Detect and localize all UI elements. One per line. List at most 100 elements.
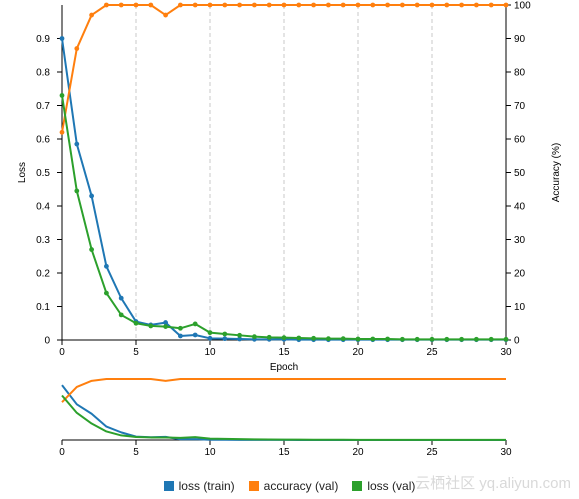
data-point [444, 336, 450, 342]
data-point [207, 2, 213, 8]
y-tick-label-left: 0.3 [36, 235, 50, 246]
x-tick-label: 30 [500, 347, 512, 358]
x-axis-label: Epoch [270, 362, 298, 373]
data-point [133, 2, 139, 8]
y-tick-label-left: 0.4 [36, 202, 50, 213]
data-point [503, 336, 509, 342]
data-point [340, 2, 346, 8]
data-point [59, 129, 65, 135]
y-tick-label-left: 0.7 [36, 101, 50, 112]
data-point [89, 12, 94, 18]
data-point [192, 321, 198, 327]
data-point [429, 2, 435, 8]
data-point [281, 335, 287, 341]
y-tick-label-right: 10 [514, 302, 526, 313]
data-point [178, 2, 183, 8]
data-point [163, 12, 169, 18]
legend-swatch [352, 481, 363, 491]
legend-label: accuracy (val) [263, 479, 339, 493]
overview-x-tick-label: 25 [426, 447, 438, 458]
data-point [488, 336, 494, 342]
data-point [326, 336, 331, 342]
data-point [118, 295, 124, 301]
overview-series-line [61, 378, 506, 403]
y-tick-label-left: 0.9 [36, 34, 50, 45]
data-point [400, 336, 405, 342]
data-point [192, 332, 198, 338]
data-point [222, 2, 228, 8]
data-point [296, 2, 302, 8]
legend-swatch [163, 481, 174, 491]
y-tick-label-right: 30 [514, 235, 526, 246]
data-point [311, 335, 316, 341]
data-point [252, 2, 257, 8]
legend-swatch [248, 481, 259, 491]
data-point [281, 2, 287, 8]
data-point [104, 2, 109, 8]
data-point [340, 336, 346, 342]
y-tick-label-right: 0 [514, 336, 520, 347]
data-point [192, 2, 198, 8]
data-point [400, 2, 405, 8]
watermark: 云栖社区 yq.aliyun.com [415, 475, 571, 492]
data-point [444, 2, 450, 8]
overview-x-tick-label: 20 [352, 447, 364, 458]
x-tick-label: 25 [426, 347, 438, 358]
data-point [474, 336, 479, 342]
y-tick-label-left: 0.2 [36, 269, 50, 280]
data-point [89, 193, 94, 199]
data-point [207, 335, 213, 341]
data-point [222, 336, 228, 342]
data-point [178, 325, 183, 331]
data-point [266, 334, 272, 340]
legend: loss (train) accuracy (val) loss (val) [0, 476, 579, 496]
data-point [237, 2, 243, 8]
data-point [414, 2, 420, 8]
data-point [459, 2, 464, 8]
data-point [311, 2, 316, 8]
data-point [163, 324, 169, 329]
overview-x-tick-label: 5 [133, 447, 139, 458]
data-point [59, 36, 65, 41]
data-point [178, 333, 183, 339]
data-point [370, 2, 376, 8]
data-point [163, 320, 169, 325]
y-tick-label-right: 70 [514, 101, 526, 112]
overview-x-tick-label: 0 [59, 447, 65, 458]
x-tick-label: 15 [278, 347, 290, 358]
data-point [148, 2, 154, 8]
y-axis-label-right: Accuracy (%) [551, 143, 562, 202]
data-point [89, 247, 94, 252]
legend-item: accuracy (val) [248, 479, 339, 493]
overview-x-tick-label: 10 [204, 447, 216, 458]
x-tick-label: 20 [352, 347, 364, 358]
data-point [326, 2, 331, 8]
y-tick-label-left: 0.5 [36, 168, 50, 179]
data-point [252, 334, 257, 340]
x-tick-label: 5 [133, 347, 139, 358]
data-point [237, 336, 243, 342]
data-point [266, 2, 272, 8]
data-point [74, 188, 80, 194]
data-point [414, 336, 420, 342]
overview-x-tick-label: 30 [500, 447, 512, 458]
data-point [118, 312, 124, 318]
data-point [148, 323, 154, 329]
main-chart: 0 5 10 15 20 25 3000.10.20.30.40.50.60.70.80.9… [17, 1, 562, 374]
data-point [104, 290, 109, 296]
overview-x-tick-label: 15 [278, 447, 290, 458]
data-point [104, 263, 109, 269]
data-point [429, 336, 435, 342]
y-tick-label-right: 60 [514, 135, 526, 146]
data-point [207, 330, 213, 336]
data-point [503, 2, 509, 8]
data-point [296, 335, 302, 341]
data-point [385, 2, 390, 8]
data-point [385, 336, 390, 342]
data-point [459, 336, 464, 342]
data-point [237, 332, 243, 338]
y-tick-label-right: 50 [514, 168, 526, 179]
y-tick-label-right: 20 [514, 269, 526, 280]
data-point [59, 93, 65, 98]
data-point [488, 2, 494, 8]
